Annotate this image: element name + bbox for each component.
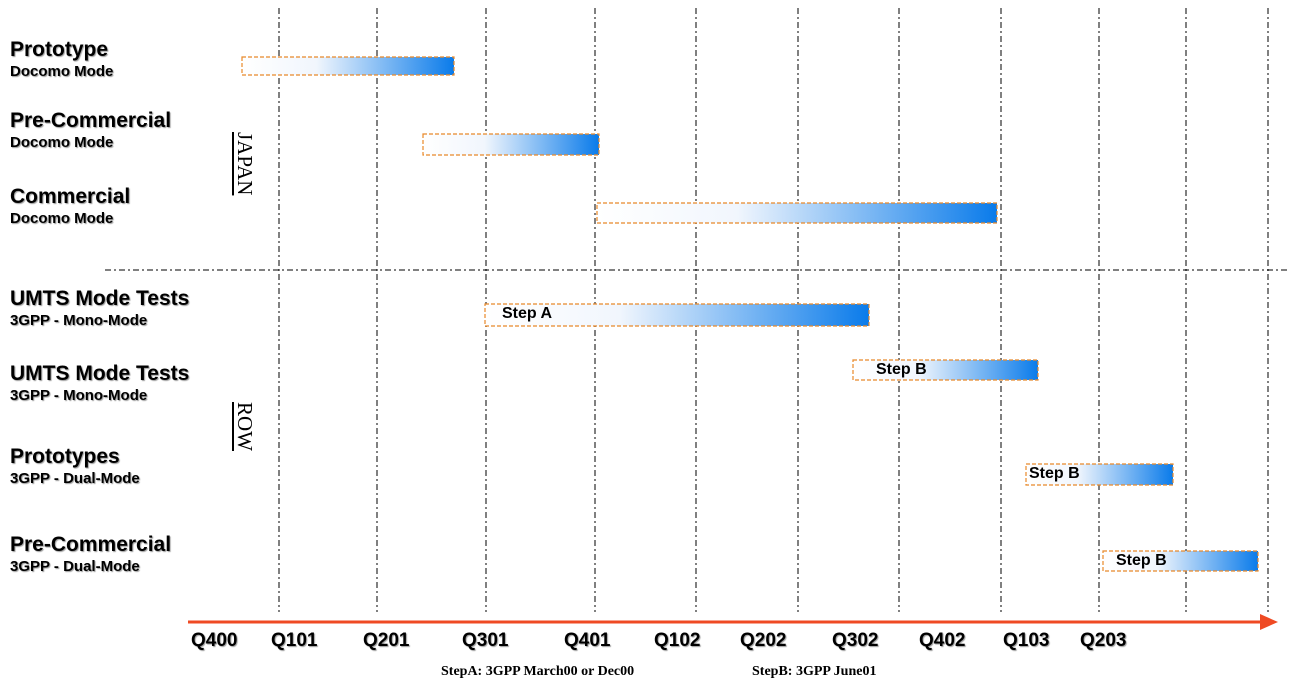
row-title: UMTS Mode Tests [10, 287, 190, 310]
axis-tick: Q302 [832, 630, 879, 651]
bar-commercial-docomo [596, 202, 998, 224]
bar-prototype-docomo [241, 56, 455, 76]
row-title: Prototype [10, 38, 109, 61]
row-label-prototype: Prototype Docomo Mode [10, 38, 113, 81]
row-subtitle: Docomo Mode [10, 134, 114, 151]
axis-tick: Q202 [740, 630, 787, 651]
footnote-step-b: StepB: 3GPP June01 [752, 664, 877, 679]
row-title: Pre-Commercial [10, 533, 172, 556]
bar-precommercial-docomo [422, 133, 600, 156]
row-label-precommercial: Pre-Commercial Docomo Mode [10, 109, 171, 152]
row-subtitle: 3GPP - Dual-Mode [10, 470, 140, 487]
row-subtitle: 3GPP - Mono-Mode [10, 387, 148, 404]
region-label-row: ROW [233, 402, 257, 451]
bar-label: Step B [1029, 465, 1080, 482]
bar-label: Step A [502, 305, 553, 322]
row-label-precommercial-dual: Pre-Commercial 3GPP - Dual-Mode [10, 533, 171, 576]
row-title: Commercial [10, 185, 131, 208]
row-title: Prototypes [10, 445, 120, 468]
row-title: UMTS Mode Tests [10, 362, 190, 385]
region-label-japan: JAPAN [233, 132, 257, 196]
bar-umts-mono-step-a [484, 303, 870, 327]
footnote-step-a: StepA: 3GPP March00 or Dec00 [441, 664, 635, 679]
axis-tick: Q102 [654, 630, 701, 651]
bar-prototypes-dual-step-b [1025, 463, 1174, 486]
axis-tick: Q203 [1080, 630, 1127, 651]
axis-tick: Q201 [363, 630, 410, 651]
axis-tick: Q301 [462, 630, 509, 651]
bar-umts-mono-step-b [852, 359, 1039, 381]
axis-tick: Q401 [564, 630, 611, 651]
row-label-commercial: Commercial Docomo Mode [10, 185, 130, 228]
axis-tick: Q103 [1003, 630, 1050, 651]
row-label-umts-2: UMTS Mode Tests 3GPP - Mono-Mode [10, 362, 189, 405]
row-subtitle: 3GPP - Mono-Mode [10, 312, 148, 329]
bar-precommercial-dual-step-b [1102, 550, 1259, 572]
row-title: Pre-Commercial [10, 109, 172, 132]
axis-tick: Q402 [919, 630, 966, 651]
bar-label: Step B [876, 361, 927, 378]
row-label-prototypes: Prototypes 3GPP - Dual-Mode [10, 445, 140, 488]
row-subtitle: Docomo Mode [10, 210, 114, 227]
timeline-arrow-head [1260, 614, 1278, 630]
row-subtitle: 3GPP - Dual-Mode [10, 558, 140, 575]
axis-tick: Q400 [191, 630, 238, 651]
axis-tick: Q101 [271, 630, 318, 651]
bar-label: Step B [1116, 552, 1167, 569]
row-subtitle: Docomo Mode [10, 63, 114, 80]
row-label-umts-1: UMTS Mode Tests 3GPP - Mono-Mode [10, 287, 189, 330]
